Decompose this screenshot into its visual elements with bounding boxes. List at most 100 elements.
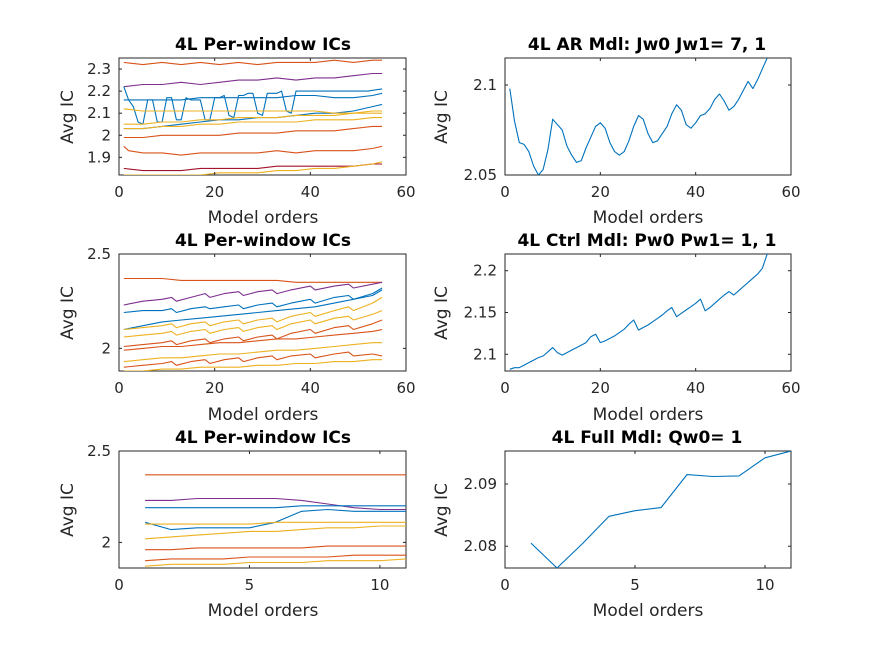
y-axis-label: Avg IC <box>58 483 78 537</box>
x-tick-label: 60 <box>396 379 415 397</box>
x-tick-label: 5 <box>630 576 640 594</box>
series-line-1 <box>530 451 791 568</box>
y-tick-label: 2 <box>101 533 111 551</box>
panel-title: 4L Per-window ICs <box>175 231 351 251</box>
panel-title: 4L Per-window ICs <box>175 428 351 448</box>
y-tick-label: 1.9 <box>87 148 111 166</box>
series-line-10 <box>123 351 383 368</box>
axis-ticks: 0 20 40 60 2.1 2.15 2.2 <box>464 254 801 397</box>
series-line-11 <box>123 359 383 371</box>
y-tick-label: 2 <box>101 126 111 144</box>
series-line-11 <box>123 163 383 172</box>
y-tick-label: 2.2 <box>473 262 497 280</box>
series-line-8 <box>123 328 383 351</box>
x-tick-label: 0 <box>114 576 124 594</box>
panel-ar-model: 4L AR Mdl: Jw0 Jw1= 7, 1 0 20 40 602.052.1 … <box>432 35 801 228</box>
series-line-7 <box>145 545 406 551</box>
x-tick-label: 0 <box>500 379 510 397</box>
x-axis-label: Model orders <box>208 601 319 621</box>
x-tick-label: 20 <box>205 183 224 201</box>
y-axis-label: Avg IC <box>432 286 452 340</box>
axis-ticks: 0 5 10 2 2.5 <box>87 442 406 594</box>
y-tick-label: 2 <box>101 339 111 357</box>
series-line-12 <box>123 161 383 175</box>
series-line-8 <box>123 112 383 125</box>
x-axis-label: Model orders <box>593 405 704 425</box>
series-line-6 <box>145 525 406 540</box>
x-tick-label: 40 <box>301 379 320 397</box>
y-axis-label: Avg IC <box>432 483 452 537</box>
x-tick-label: 60 <box>781 379 800 397</box>
series-line-1 <box>509 254 768 370</box>
series-line-10 <box>123 145 383 156</box>
series-line-2 <box>123 281 383 306</box>
series-line-5 <box>123 296 383 331</box>
x-tick-label: 40 <box>686 379 705 397</box>
x-tick-label: 60 <box>781 183 800 201</box>
x-tick-label: 0 <box>114 183 124 201</box>
y-axis-label: Avg IC <box>58 286 78 340</box>
x-tick-label: 40 <box>301 183 320 201</box>
y-tick-label: 2.08 <box>464 537 497 555</box>
series-line-1 <box>123 59 383 66</box>
series-line-1 <box>509 58 768 175</box>
y-tick-label: 2.05 <box>464 166 497 184</box>
y-axis-label: Avg IC <box>58 90 78 144</box>
x-tick-label: 40 <box>686 183 705 201</box>
x-tick-label: 20 <box>591 379 610 397</box>
x-tick-label: 20 <box>205 379 224 397</box>
series-line-9 <box>123 342 383 363</box>
plot-area <box>504 57 792 176</box>
x-tick-label: 0 <box>500 576 510 594</box>
panel-ctrl-model: 4L Ctrl Mdl: Pw0 Pw1= 1, 1 0 20 40 60 2.1 2.1… <box>432 231 801 425</box>
series-line-7 <box>123 319 383 348</box>
plot-area <box>118 450 407 569</box>
y-tick-label: 2.1 <box>473 345 497 363</box>
series-line-4 <box>123 92 383 101</box>
y-axis-label: Avg IC <box>432 90 452 144</box>
panel-title: 4L Ctrl Mdl: Pw0 Pw1= 1, 1 <box>517 231 776 251</box>
series-line-7 <box>123 117 383 130</box>
series-line-3 <box>123 287 383 314</box>
panel-per-window-ics-2: 4L Per-window ICs 0 20 40 60 2 2.5 Model orde… <box>58 231 416 425</box>
series-lines <box>509 254 768 370</box>
x-tick-label: 5 <box>245 576 255 594</box>
axis-ticks: 0 20 40 60 2.05 2.1 <box>464 58 801 201</box>
y-tick-label: 2.09 <box>464 475 497 493</box>
x-tick-label: 60 <box>396 183 415 201</box>
series-lines <box>123 59 383 175</box>
x-axis-label: Model orders <box>208 405 319 425</box>
series-lines <box>123 277 383 371</box>
series-line-4 <box>123 289 383 331</box>
series-line-9 <box>123 125 383 139</box>
x-axis-label: Model orders <box>593 208 704 228</box>
series-line-9 <box>145 558 406 567</box>
y-tick-label: 2.15 <box>464 304 497 322</box>
series-lines <box>144 474 406 567</box>
y-tick-label: 2.5 <box>87 442 111 460</box>
series-line-2 <box>123 72 383 88</box>
y-tick-label: 2.1 <box>87 104 111 122</box>
y-tick-label: 2.3 <box>87 60 111 78</box>
series-line-2 <box>145 497 406 511</box>
x-tick-label: 20 <box>591 183 610 201</box>
series-line-3 <box>145 505 406 509</box>
plot-area <box>118 57 407 176</box>
axis-ticks: 0 20 40 60 2 2.5 <box>87 245 415 397</box>
series-lines <box>509 58 768 175</box>
series-lines <box>530 451 791 568</box>
panel-per-window-ics-1: 4L Per-window ICs 0 20 40 60 1.9 2 2.1 2.2 2.3 M… <box>58 35 416 228</box>
axis-ticks: 0 20 40 60 1.9 2 2.1 2.2 2.3 <box>87 58 416 201</box>
panel-title: 4L Per-window ICs <box>175 35 351 55</box>
axis-ticks: 0 5 10 2.08 2.09 <box>464 451 791 594</box>
x-tick-label: 10 <box>755 576 774 594</box>
plot-area <box>504 253 792 372</box>
series-line-8 <box>145 554 406 562</box>
x-tick-label: 0 <box>114 379 124 397</box>
series-line-1 <box>123 277 383 283</box>
series-line-6 <box>123 108 383 114</box>
x-tick-label: 0 <box>500 183 510 201</box>
x-axis-label: Model orders <box>208 208 319 228</box>
